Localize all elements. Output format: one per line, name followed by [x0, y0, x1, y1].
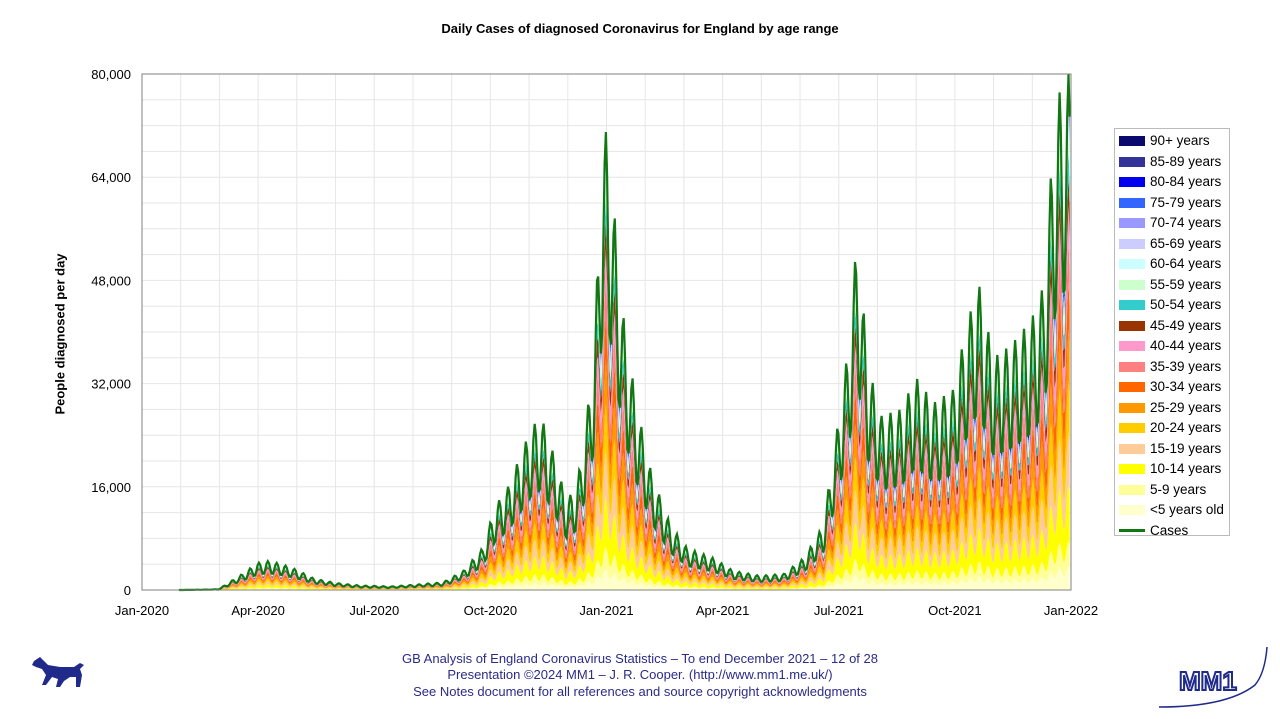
- legend-item: 10-14 years: [1119, 460, 1221, 478]
- legend-label: 60-64 years: [1150, 256, 1222, 271]
- y-tick-label: 16,000: [91, 480, 131, 495]
- area-5-9-years: [178, 541, 1070, 590]
- legend-label: 45-49 years: [1150, 317, 1222, 333]
- legend-swatch: [1119, 402, 1145, 413]
- legend-swatch: [1119, 238, 1145, 249]
- legend-label: 90+ years: [1150, 133, 1210, 148]
- plot-frame: [141, 73, 1072, 591]
- x-tick-labels: Jan-2020 Apr-2020 Jul-2020 Oct-2020 Jan-2021…: [115, 603, 1098, 618]
- legend-swatch: [1119, 156, 1145, 167]
- footer-line-3: See Notes document for all references an…: [413, 684, 867, 699]
- legend-swatch: [1119, 197, 1145, 208]
- legend-item: 50-54 years: [1119, 296, 1221, 314]
- x-tick-label: Oct-2021: [928, 603, 981, 618]
- legend-swatch: [1119, 279, 1145, 290]
- area-10-14-years: [178, 484, 1070, 590]
- legend-item: 55-59 years: [1119, 276, 1221, 294]
- legend-item: 30-34 years: [1119, 378, 1221, 396]
- legend-label: <5 years old: [1150, 502, 1224, 517]
- legend-item: <5 years old: [1119, 501, 1224, 519]
- legend-item: 65-69 years: [1119, 235, 1221, 253]
- legend-label: Cases: [1150, 522, 1189, 538]
- legend: 90+ years 85-89 years 80-84 years 75-79 yea…: [1114, 128, 1230, 538]
- legend-swatch: [1119, 505, 1145, 516]
- legend-line: [1119, 529, 1145, 533]
- legend-swatch: [1119, 464, 1145, 475]
- legend-swatch: [1119, 177, 1145, 188]
- y-tick-label: 32,000: [91, 377, 131, 392]
- legend-label: 15-19 years: [1150, 440, 1222, 456]
- legend-swatch: [1119, 423, 1145, 434]
- legend-label: 30-34 years: [1150, 379, 1222, 394]
- y-tick-label: 48,000: [91, 273, 131, 288]
- legend-label: 70-74 years: [1150, 215, 1222, 230]
- legend-label: 75-79 years: [1150, 194, 1222, 210]
- dog-logo-icon: [32, 657, 84, 687]
- cases-line: [178, 73, 1071, 592]
- legend-item: 25-29 years: [1119, 399, 1221, 417]
- legend-label: 85-89 years: [1150, 153, 1222, 169]
- legend-label: 20-24 years: [1150, 420, 1222, 435]
- legend-item: 40-44 years: [1119, 337, 1221, 355]
- legend-label: 5-9 years: [1150, 481, 1207, 497]
- y-tick-labels: 0 16,000 32,000 48,000 64,000 80,000: [91, 67, 131, 598]
- chart-title: Daily Cases of diagnosed Coronavirus for…: [441, 21, 839, 36]
- x-tick-label: Jan-2020: [115, 603, 169, 618]
- legend-swatch: [1119, 341, 1145, 352]
- legend-swatch: [1119, 300, 1145, 311]
- stacked-areas: [178, 74, 1070, 591]
- legend-swatch: [1119, 443, 1145, 454]
- x-tick-label: Jul-2020: [349, 603, 399, 618]
- legend-swatch: [1119, 259, 1145, 270]
- legend-item: 15-19 years: [1119, 440, 1221, 458]
- legend-label: 80-84 years: [1150, 174, 1222, 189]
- mm1-logo: MM1: [1158, 646, 1268, 708]
- y-tick-label: 0: [124, 583, 131, 598]
- legend-label: 25-29 years: [1150, 399, 1222, 415]
- x-tick-label: Apr-2020: [231, 603, 284, 618]
- legend-swatch: [1119, 361, 1145, 372]
- legend-label: 10-14 years: [1150, 461, 1222, 476]
- legend-item: 20-24 years: [1119, 419, 1221, 437]
- cases-line-group: [178, 73, 1071, 592]
- legend-label: 65-69 years: [1150, 235, 1222, 251]
- legend-item: 70-74 years: [1119, 214, 1221, 232]
- y-tick-label: 64,000: [91, 170, 131, 185]
- legend-swatch: [1119, 218, 1145, 229]
- logo-text: MM1: [1179, 666, 1237, 696]
- area--5-years-old: [178, 566, 1070, 590]
- y-tick-label: 80,000: [91, 67, 131, 82]
- legend-item: 5-9 years: [1119, 481, 1206, 499]
- legend-swatch: [1119, 484, 1145, 495]
- legend-item: 75-79 years: [1119, 194, 1221, 212]
- legend-swatch: [1119, 320, 1145, 331]
- footer-line-2: Presentation ©2024 MM1 – J. R. Cooper. (…: [447, 667, 833, 682]
- legend-label: 35-39 years: [1150, 358, 1222, 374]
- legend-label: 50-54 years: [1150, 297, 1222, 312]
- legend-item: 85-89 years: [1119, 153, 1221, 171]
- legend-swatch: [1119, 136, 1145, 147]
- legend-item: 45-49 years: [1119, 317, 1221, 335]
- legend-label: 55-59 years: [1150, 276, 1222, 292]
- x-tick-label: Apr-2021: [696, 603, 749, 618]
- legend-item: 35-39 years: [1119, 358, 1221, 376]
- footer-line-1: GB Analysis of England Coronavirus Stati…: [402, 651, 878, 666]
- legend-item: 80-84 years: [1119, 173, 1221, 191]
- x-tick-label: Oct-2020: [464, 603, 517, 618]
- x-tick-label: Jan-2021: [579, 603, 633, 618]
- legend-item: 90+ years: [1119, 132, 1210, 150]
- legend-label: 40-44 years: [1150, 338, 1222, 353]
- x-tick-label: Jul-2021: [814, 603, 864, 618]
- legend-item-cases: Cases: [1119, 522, 1188, 540]
- legend-swatch: [1119, 382, 1145, 393]
- legend-item: 60-64 years: [1119, 255, 1221, 273]
- x-tick-label: Jan-2022: [1044, 603, 1098, 618]
